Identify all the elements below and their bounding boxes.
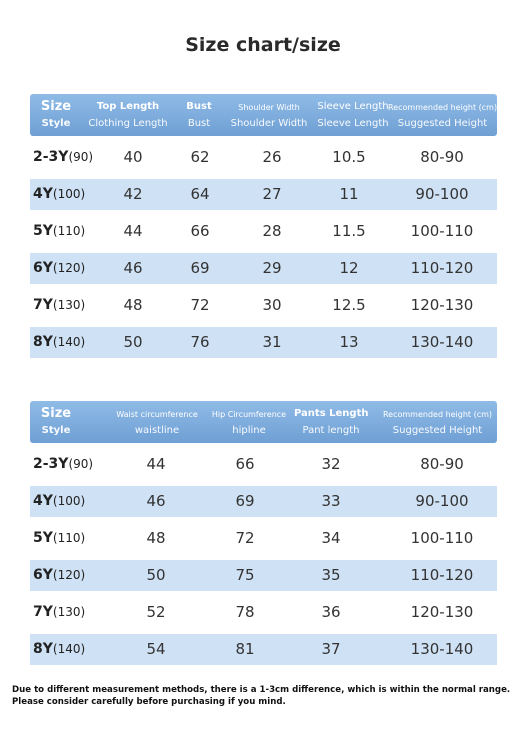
table-row: 4Y(100) 42 64 27 11 90-100	[30, 179, 497, 210]
value-cell: 10.5	[332, 148, 366, 166]
value-cell: 75	[235, 566, 255, 584]
value-cell: 80-90	[420, 148, 464, 166]
value-cell: 46	[146, 492, 166, 510]
pants-size-table: Size Style Waist circumference waistline H…	[30, 401, 497, 665]
value-cell: 32	[321, 455, 341, 473]
value-cell: 12	[339, 259, 359, 277]
size-cell: 7Y(130)	[33, 604, 86, 620]
value-cell: 120-130	[410, 296, 474, 314]
size-cell: 8Y(140)	[33, 641, 86, 657]
header-top-length: Top Length Clothing Length	[88, 101, 168, 129]
table-row: 7Y(130) 52 78 36 120-130	[30, 597, 497, 628]
table-row: 6Y(120) 46 69 29 12 110-120	[30, 253, 497, 284]
table-row: 5Y(110) 48 72 34 100-110	[30, 523, 497, 554]
table-row: 8Y(140) 50 76 31 13 130-140	[30, 327, 497, 358]
value-cell: 44	[123, 222, 143, 240]
value-cell: 46	[123, 259, 143, 277]
value-cell: 28	[262, 222, 282, 240]
value-cell: 81	[235, 640, 255, 658]
table-row: 6Y(120) 50 75 35 110-120	[30, 560, 497, 591]
size-cell: 6Y(120)	[33, 260, 86, 276]
value-cell: 66	[190, 222, 210, 240]
value-cell: 13	[339, 333, 359, 351]
value-cell: 69	[235, 492, 255, 510]
value-cell: 11	[339, 185, 359, 203]
value-cell: 110-120	[410, 259, 474, 277]
value-cell: 50	[146, 566, 166, 584]
value-cell: 72	[190, 296, 210, 314]
header-recommended-height: Recommended height (cm) Suggested Height	[382, 410, 493, 436]
value-cell: 110-120	[410, 566, 474, 584]
value-cell: 120-130	[410, 603, 474, 621]
value-cell: 52	[146, 603, 166, 621]
size-cell: 8Y(140)	[33, 334, 86, 350]
table-header: Size Style Top Length Clothing Length Bust…	[30, 94, 497, 136]
table-header: Size Style Waist circumference waistline H…	[30, 401, 497, 443]
table-row: 5Y(110) 44 66 28 11.5 100-110	[30, 216, 497, 247]
value-cell: 78	[235, 603, 255, 621]
table-row: 8Y(140) 54 81 37 130-140	[30, 634, 497, 665]
value-cell: 90-100	[415, 185, 469, 203]
value-cell: 35	[321, 566, 341, 584]
table-row: 4Y(100) 46 69 33 90-100	[30, 486, 497, 517]
value-cell: 36	[321, 603, 341, 621]
value-cell: 11.5	[332, 222, 366, 240]
value-cell: 130-140	[410, 333, 474, 351]
header-waist: Waist circumference waistline	[116, 410, 198, 436]
header-bust: Bust Bust	[186, 101, 212, 129]
value-cell: 100-110	[410, 529, 474, 547]
header-size: Size Style	[40, 406, 72, 436]
value-cell: 48	[123, 296, 143, 314]
size-cell: 5Y(110)	[33, 223, 86, 239]
value-cell: 37	[321, 640, 341, 658]
value-cell: 62	[190, 148, 210, 166]
value-cell: 130-140	[410, 640, 474, 658]
size-cell: 7Y(130)	[33, 297, 86, 313]
value-cell: 69	[190, 259, 210, 277]
header-sleeve-length: Sleeve Length Sleeve Length	[317, 101, 389, 129]
header-size: Size Style	[40, 99, 72, 129]
table-row: 2-3Y(90) 40 62 26 10.5 80-90	[30, 142, 497, 173]
measurement-note: Due to different measurement methods, th…	[12, 685, 511, 707]
value-cell: 90-100	[415, 492, 469, 510]
value-cell: 29	[262, 259, 282, 277]
header-recommended-height: Recommended height (cm) Suggested Height	[388, 103, 498, 129]
value-cell: 80-90	[420, 455, 464, 473]
value-cell: 40	[123, 148, 143, 166]
value-cell: 72	[235, 529, 255, 547]
value-cell: 76	[190, 333, 210, 351]
value-cell: 64	[190, 185, 210, 203]
value-cell: 48	[146, 529, 166, 547]
value-cell: 33	[321, 492, 341, 510]
value-cell: 12.5	[332, 296, 366, 314]
top-size-table: Size Style Top Length Clothing Length Bust…	[30, 94, 497, 358]
value-cell: 34	[321, 529, 341, 547]
header-pants-length: Pants Length Pant length	[294, 408, 369, 436]
value-cell: 44	[146, 455, 166, 473]
table-row: 2-3Y(90) 44 66 32 80-90	[30, 449, 497, 480]
value-cell: 100-110	[410, 222, 474, 240]
value-cell: 42	[123, 185, 143, 203]
header-hip: Hip Circumference hipline	[211, 410, 287, 436]
size-cell: 6Y(120)	[33, 567, 86, 583]
value-cell: 66	[235, 455, 255, 473]
value-cell: 27	[262, 185, 282, 203]
value-cell: 50	[123, 333, 143, 351]
value-cell: 31	[262, 333, 282, 351]
size-cell: 2-3Y(90)	[33, 456, 94, 472]
page-title: Size chart/size	[185, 34, 341, 56]
value-cell: 26	[262, 148, 282, 166]
size-cell: 4Y(100)	[33, 186, 86, 202]
size-cell: 4Y(100)	[33, 493, 86, 509]
value-cell: 30	[262, 296, 282, 314]
size-cell: 5Y(110)	[33, 530, 86, 546]
header-shoulder-width: Shoulder Width Shoulder Width	[230, 103, 308, 129]
table-row: 7Y(130) 48 72 30 12.5 120-130	[30, 290, 497, 321]
value-cell: 54	[146, 640, 166, 658]
size-cell: 2-3Y(90)	[33, 149, 94, 165]
